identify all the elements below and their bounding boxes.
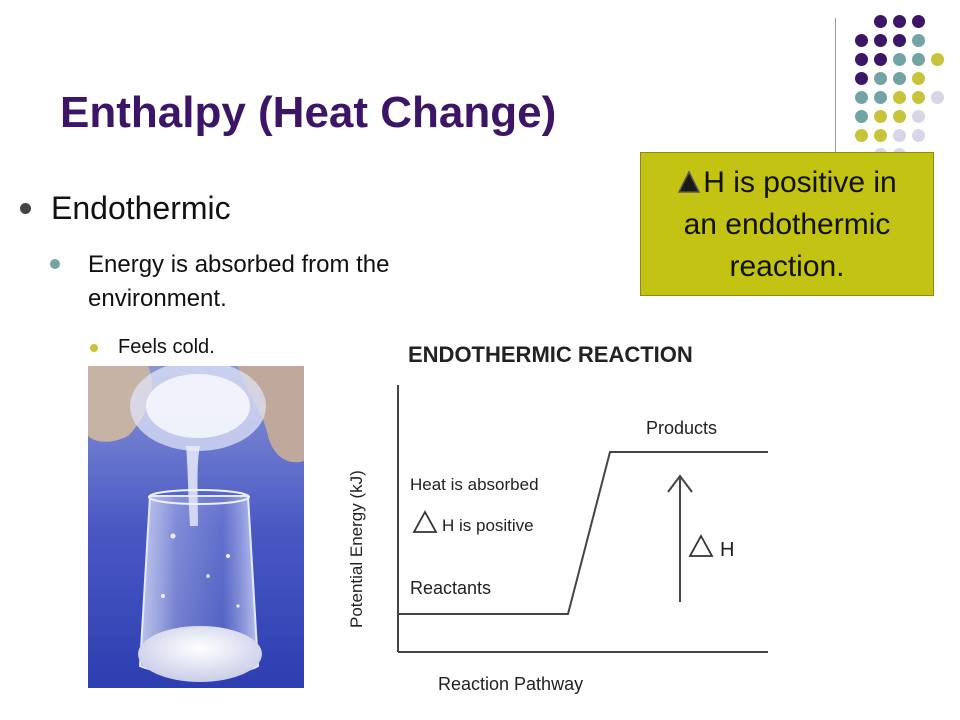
decorative-dot [893,15,906,28]
bullet-level2-line1: Energy is absorbed from the [88,251,390,278]
bullet-dot [50,259,60,269]
beaker-photo [88,366,304,688]
decorative-dot [874,129,887,142]
callout-line-3: reaction. [729,250,845,283]
bullet-level1: Endothermic [20,190,231,227]
decorative-dot [874,72,887,85]
heat-absorbed-label: Heat is absorbed [410,475,539,494]
decorative-dot [912,53,925,66]
decorative-dot [874,15,887,28]
bullet-level2-line2: environment. [88,285,227,312]
decorative-dot [912,110,925,123]
delta-h-arrowhead [667,474,693,493]
callout-line-1-text: H is positive in [703,166,897,199]
decorative-dot [893,34,906,47]
decorative-dot [912,34,925,47]
delta-icon [412,510,438,533]
delta-icon [688,534,714,557]
decorative-dot [874,91,887,104]
decorative-dot [855,129,868,142]
products-label: Products [646,418,717,438]
diagram-title: ENDOTHERMIC REACTION [408,342,693,367]
decorative-dot [912,129,925,142]
energy-diagram: ENDOTHERMIC REACTION Potential Energy (k… [347,342,768,694]
decorative-dot [931,91,944,104]
decorative-dot [893,72,906,85]
decorative-divider-line [835,18,836,153]
decorative-dot [874,53,887,66]
y-axis-label: Potential Energy (kJ) [347,470,366,628]
slide-title: Enthalpy (Heat Change) [60,88,557,137]
decorative-dot [855,110,868,123]
bullet-dot [90,344,98,352]
delta-h-label: H [720,539,734,561]
callout-line-1: H is positive in [641,162,933,204]
bullet-dot [20,203,31,214]
x-axis-label: Reaction Pathway [438,674,583,694]
decorative-dot [855,34,868,47]
decorative-dot [912,15,925,28]
decorative-dot [855,72,868,85]
bullet-level3: Feels cold. [90,336,215,359]
decorative-dot [893,110,906,123]
h-positive-label: H is positive [442,516,534,535]
bullet-level3-text: Feels cold. [118,336,215,358]
callout-line-2: an endothermic [683,208,891,241]
bullet-level1-text: Endothermic [51,190,231,226]
bullet-level2: Energy is absorbed from the environment. [50,248,390,316]
energy-curve [398,451,768,615]
delta-icon [678,170,701,193]
decorative-dot [855,91,868,104]
callout-box: H is positive in an endothermic reaction… [640,152,934,296]
decorative-dot [893,53,906,66]
decorative-dot [874,34,887,47]
decorative-dot [855,53,868,66]
decorative-dot [874,110,887,123]
decorative-dot [912,91,925,104]
decorative-dot [931,53,944,66]
decorative-dot [912,72,925,85]
decorative-dot [893,129,906,142]
reactants-label: Reactants [410,578,491,598]
decorative-dot [893,91,906,104]
